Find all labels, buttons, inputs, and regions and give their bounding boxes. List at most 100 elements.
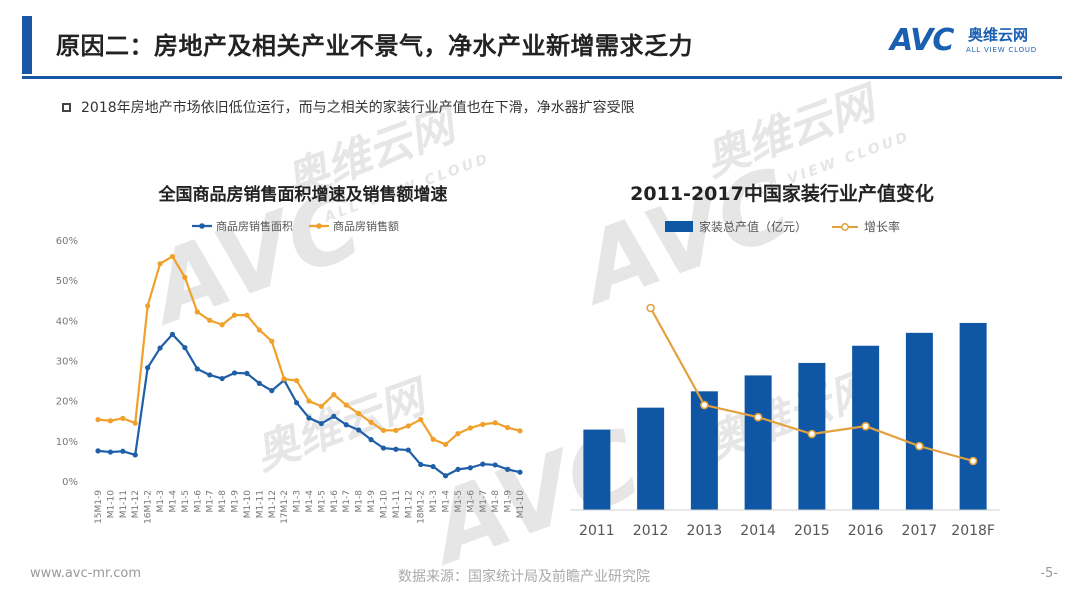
right-legend-bar-label: 家装总产值（亿元）	[699, 219, 807, 234]
left-series-point	[418, 416, 424, 423]
left-series-point	[405, 423, 411, 429]
left-series-point	[120, 415, 126, 421]
left-series-point	[331, 392, 337, 398]
left-series-point	[442, 473, 449, 479]
left-series-point	[467, 465, 473, 471]
left-series-point	[194, 309, 200, 315]
left-series-point	[331, 413, 337, 419]
left-chart-x-tick: M1-8	[491, 490, 501, 513]
left-chart-x-tick: 15M1-9	[94, 490, 104, 524]
left-chart-x-tick: M1-3	[429, 490, 439, 512]
right-bar	[905, 332, 933, 510]
left-chart-y-tick: 50%	[56, 276, 78, 287]
left-series-point	[219, 375, 225, 382]
left-series-point	[368, 437, 374, 443]
left-series-point	[293, 400, 300, 406]
left-series-point	[492, 462, 498, 468]
left-series-point	[343, 402, 349, 408]
left-chart-x-tick: M1-7	[342, 490, 352, 512]
left-series-point	[430, 436, 436, 442]
growth-point	[700, 400, 709, 410]
left-series-point	[256, 327, 262, 333]
left-series-point	[455, 431, 461, 437]
right-chart-growth-line	[646, 303, 978, 466]
left-series-point	[356, 410, 362, 417]
right-chart-x-tick: 2011	[579, 523, 615, 539]
left-chart-x-tick: M1-9	[504, 490, 514, 513]
right-bar	[959, 322, 987, 510]
left-chart-x-tick: M1-3	[156, 490, 166, 512]
left-series-point	[107, 449, 114, 455]
left-chart-x-tick: M1-12	[131, 490, 141, 518]
page-title: 原因二：房地产及相关产业不景气，净水产业新增需求乏力	[56, 32, 693, 60]
left-chart-x-tick: M1-4	[305, 490, 315, 513]
left-series-line	[97, 333, 521, 477]
square-bullet-icon	[62, 102, 71, 112]
left-chart-x-axis: 15M1-9 M1-10 M1-11 M1-12 16M1-2 M1-3 M1-4 M1-5 M…	[94, 490, 526, 524]
page-number: -5-	[1040, 566, 1058, 581]
left-series-point	[480, 461, 486, 467]
left-chart-x-tick: M1-8	[355, 490, 365, 513]
left-chart-series	[95, 253, 523, 479]
left-series-point	[120, 448, 126, 454]
left-series-point	[306, 398, 312, 404]
left-chart-x-tick: M1-6	[466, 490, 476, 513]
left-chart-legend: 商品房销售面积 商品房销售额	[192, 219, 399, 233]
left-chart-y-tick: 30%	[56, 357, 78, 368]
left-series-point	[182, 345, 188, 351]
left-chart-x-tick: 17M1-2	[280, 490, 290, 524]
left-series-point	[269, 338, 275, 344]
growth-point	[753, 412, 763, 422]
left-chart-x-tick: M1-7	[479, 490, 489, 512]
line-chart-housing-sales: 全国商品房销售面积增速及销售额增速 商品房销售面积 商品房销售额 0% 10% 20%…	[56, 184, 526, 524]
left-series-point	[343, 422, 349, 428]
left-chart-x-tick: M1-10	[516, 490, 526, 518]
right-chart-x-tick: 2018F	[951, 523, 995, 539]
right-bar	[690, 391, 718, 510]
left-chart-x-tick: M1-10	[106, 490, 116, 518]
logo-cn-text: 奥维云网	[968, 26, 1029, 44]
bar-chart-decoration-output: 2011-2017中国家装行业产值变化 家装总产值（亿元） 增长率 2011 201…	[570, 182, 1000, 539]
left-series-point	[219, 322, 225, 328]
growth-point	[915, 441, 924, 451]
left-series-point	[405, 447, 411, 453]
left-chart-y-tick: 20%	[56, 397, 78, 408]
right-legend-line-marker	[841, 223, 849, 231]
left-chart-x-tick: M1-4	[442, 490, 452, 513]
left-series-point	[504, 466, 511, 472]
left-chart-x-tick: M1-12	[404, 490, 414, 518]
left-series-point	[145, 303, 151, 309]
left-chart-x-tick: M1-9	[367, 490, 377, 513]
left-series-point	[132, 420, 138, 426]
right-chart-x-axis: 2011 2012 2013 2014 2015 2016 2017 2018F	[579, 523, 995, 539]
left-legend-marker	[199, 223, 205, 229]
left-series-point	[467, 425, 473, 431]
right-chart-title: 2011-2017中国家装行业产值变化	[630, 182, 934, 205]
left-series-point	[492, 420, 498, 426]
footer-source: 数据来源：国家统计局及前瞻产业研究院	[398, 569, 650, 585]
left-series-point	[145, 365, 151, 371]
right-bar	[637, 407, 665, 510]
right-legend-bar-swatch	[665, 221, 693, 232]
left-series-point	[269, 388, 275, 394]
left-chart-x-tick: M1-10	[243, 490, 253, 518]
left-chart-x-tick: M1-9	[231, 490, 241, 513]
left-series-point	[132, 452, 138, 458]
growth-point	[807, 429, 817, 439]
right-chart-x-tick: 2013	[687, 523, 723, 539]
left-chart-x-tick: M1-12	[268, 490, 278, 518]
right-chart-x-tick: 2016	[848, 523, 884, 539]
left-series-point	[356, 427, 362, 433]
left-legend-marker	[316, 223, 322, 229]
left-series-point	[380, 427, 387, 433]
left-series-point	[256, 380, 262, 386]
left-chart-y-axis: 0% 10% 20% 30% 40% 50% 60%	[56, 236, 78, 488]
left-series-point	[442, 441, 449, 448]
left-chart-y-tick: 40%	[56, 316, 78, 327]
logo-en-text: ALL VIEW CLOUD	[966, 46, 1037, 54]
right-legend-line-label: 增长率	[864, 219, 900, 234]
left-legend-label: 商品房销售额	[333, 219, 399, 233]
left-chart-x-tick: M1-5	[181, 490, 191, 512]
left-series-point	[157, 345, 163, 351]
left-series-point	[231, 312, 238, 318]
